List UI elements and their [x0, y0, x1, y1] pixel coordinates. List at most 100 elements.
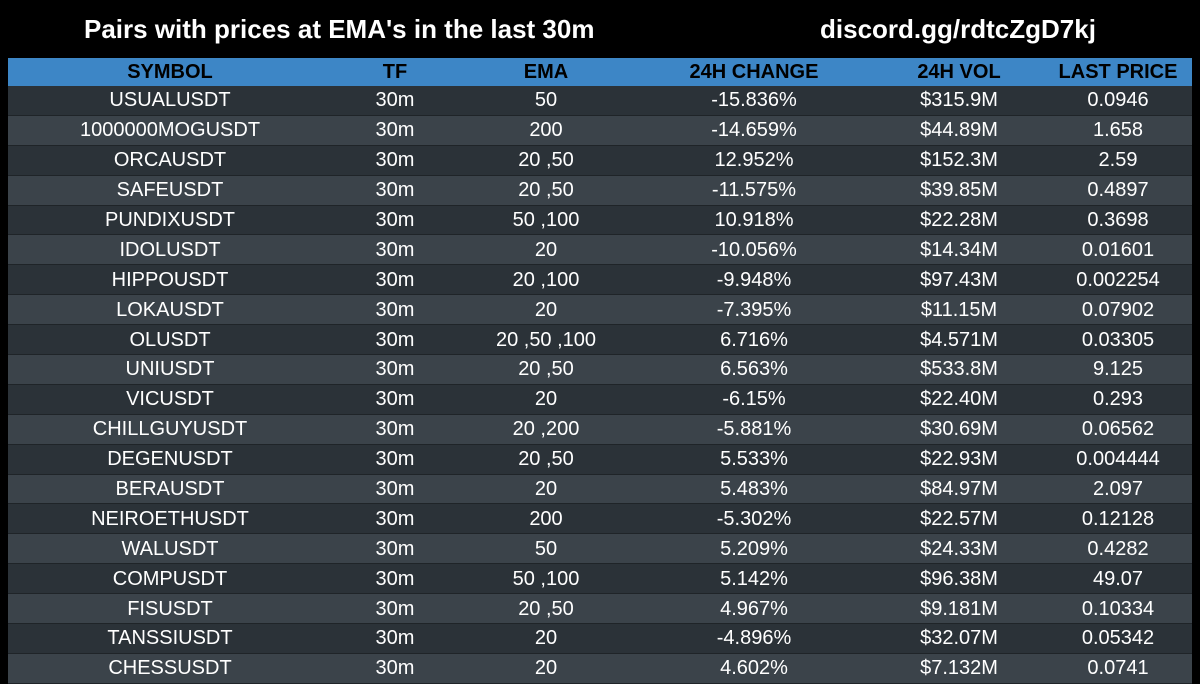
ema-cell: 20 [458, 384, 634, 415]
table-row: PUNDIXUSDT 30m 50 ,100 10.918% $22.28M 0.3698 [8, 205, 1192, 236]
symbol-cell: SAFEUSDT [8, 175, 332, 206]
tf-cell: 30m [332, 264, 458, 296]
ema-cell: 20 ,100 [458, 264, 634, 296]
ema-cell: 20 ,50 [458, 444, 634, 475]
table-row: SAFEUSDT 30m 20 ,50 -11.575% $39.85M 0.4897 [8, 175, 1192, 206]
table-row: USUALUSDT 30m 50 -15.836% $315.9M 0.0946 [8, 86, 1192, 116]
change-cell: -5.881% [634, 414, 874, 445]
column-header-symbol: SYMBOL [127, 61, 213, 83]
volume-cell: $4.571M [874, 324, 1044, 356]
change-cell: 5.142% [634, 563, 874, 595]
table-row: VICUSDT 30m 20 -6.15% $22.40M 0.293 [8, 384, 1192, 415]
volume-cell: $152.3M [874, 145, 1044, 176]
pairs-table-container: SYMBOL TF EMA 24H CHANGE 24H VOL LAST PR… [8, 58, 1192, 684]
price-cell: 0.05342 [1044, 623, 1192, 654]
table-row: NEIROETHUSDT 30m 200 -5.302% $22.57M 0.12128 [8, 503, 1192, 535]
volume-cell: $30.69M [874, 414, 1044, 445]
price-cell: 9.125 [1044, 354, 1192, 385]
volume-cell: $84.97M [874, 474, 1044, 505]
price-cell: 0.01601 [1044, 234, 1192, 266]
ema-cell: 20 ,50 [458, 354, 634, 385]
page-title: Pairs with prices at EMA's in the last 3… [84, 14, 595, 44]
price-cell: 2.097 [1044, 474, 1192, 505]
change-cell: 6.563% [634, 354, 874, 385]
volume-cell: $533.8M [874, 354, 1044, 385]
top-header: Pairs with prices at EMA's in the last 3… [0, 0, 1200, 58]
tf-cell: 30m [332, 533, 458, 565]
tf-cell: 30m [332, 324, 458, 356]
tf-cell: 30m [332, 234, 458, 266]
symbol-cell: DEGENUSDT [8, 444, 332, 475]
change-cell: -7.395% [634, 294, 874, 326]
table-row: 1000000MOGUSDT 30m 200 -14.659% $44.89M 1.658 [8, 115, 1192, 146]
volume-cell: $7.132M [874, 653, 1044, 684]
symbol-cell: LOKAUSDT [8, 294, 332, 326]
column-header-ema: EMA [523, 61, 569, 83]
pairs-table: SYMBOL TF EMA 24H CHANGE 24H VOL LAST PR… [8, 58, 1192, 684]
change-cell: -10.056% [634, 234, 874, 266]
ema-cell: 200 [458, 115, 634, 146]
change-cell: -4.896% [634, 623, 874, 654]
table-row: CHESSUSDT 30m 20 4.602% $7.132M 0.0741 [8, 653, 1192, 684]
table-body: USUALUSDT 30m 50 -15.836% $315.9M 0.0946 10000… [8, 86, 1192, 684]
ema-cell: 20 ,50 [458, 145, 634, 176]
ema-cell: 20 [458, 234, 634, 266]
change-cell: -6.15% [634, 384, 874, 415]
change-cell: -14.659% [634, 115, 874, 146]
ema-cell: 20 ,200 [458, 414, 634, 445]
symbol-cell: WALUSDT [8, 533, 332, 565]
price-cell: 0.07902 [1044, 294, 1192, 326]
table-row: FISUSDT 30m 20 ,50 4.967% $9.181M 0.10334 [8, 593, 1192, 625]
price-cell: 0.0946 [1044, 86, 1192, 116]
ema-cell: 50 [458, 86, 634, 116]
price-cell: 0.03305 [1044, 324, 1192, 356]
change-cell: 10.918% [634, 205, 874, 236]
symbol-cell: HIPPOUSDT [8, 264, 332, 296]
volume-cell: $22.28M [874, 205, 1044, 236]
table-row: UNIUSDT 30m 20 ,50 6.563% $533.8M 9.125 [8, 354, 1192, 385]
change-cell: 5.533% [634, 444, 874, 475]
tf-cell: 30m [332, 563, 458, 595]
tf-cell: 30m [332, 414, 458, 445]
table-header-row: SYMBOL TF EMA 24H CHANGE 24H VOL LAST PR… [8, 58, 1192, 86]
symbol-cell: CHESSUSDT [8, 653, 332, 684]
discord-link[interactable]: discord.gg/rdtcZgD7kj [820, 14, 1096, 44]
table-row: BERAUSDT 30m 20 5.483% $84.97M 2.097 [8, 474, 1192, 505]
change-cell: 5.209% [634, 533, 874, 565]
ema-cell: 20 [458, 653, 634, 684]
change-cell: 12.952% [634, 145, 874, 176]
ema-cell: 20 [458, 474, 634, 505]
change-cell: -15.836% [634, 86, 874, 116]
table-row: HIPPOUSDT 30m 20 ,100 -9.948% $97.43M 0.00225… [8, 264, 1192, 296]
volume-cell: $22.40M [874, 384, 1044, 415]
price-cell: 2.59 [1044, 145, 1192, 176]
volume-cell: $32.07M [874, 623, 1044, 654]
change-cell: -5.302% [634, 503, 874, 535]
volume-cell: $39.85M [874, 175, 1044, 206]
symbol-cell: IDOLUSDT [8, 234, 332, 266]
volume-cell: $9.181M [874, 593, 1044, 625]
ema-cell: 50 ,100 [458, 563, 634, 595]
table-row: IDOLUSDT 30m 20 -10.056% $14.34M 0.01601 [8, 234, 1192, 266]
volume-cell: $22.93M [874, 444, 1044, 475]
ema-cell: 20 ,50 [458, 593, 634, 625]
table-row: CHILLGUYUSDT 30m 20 ,200 -5.881% $30.69M 0.06… [8, 414, 1192, 445]
symbol-cell: COMPUSDT [8, 563, 332, 595]
ema-cell: 20 [458, 623, 634, 654]
tf-cell: 30m [332, 115, 458, 146]
price-cell: 0.004444 [1044, 444, 1192, 475]
ema-cell: 50 ,100 [458, 205, 634, 236]
symbol-cell: ORCAUSDT [8, 145, 332, 176]
column-header-last-price: LAST PRICE [1058, 61, 1178, 83]
price-cell: 0.002254 [1044, 264, 1192, 296]
volume-cell: $44.89M [874, 115, 1044, 146]
change-cell: 6.716% [634, 324, 874, 356]
table-row: OLUSDT 30m 20 ,50 ,100 6.716% $4.571M 0.03305 [8, 324, 1192, 356]
symbol-cell: BERAUSDT [8, 474, 332, 505]
price-cell: 0.10334 [1044, 593, 1192, 625]
table-row: COMPUSDT 30m 50 ,100 5.142% $96.38M 49.07 [8, 563, 1192, 595]
column-header-24h-vol: 24H VOL [917, 61, 1001, 83]
symbol-cell: 1000000MOGUSDT [8, 115, 332, 146]
volume-cell: $97.43M [874, 264, 1044, 296]
tf-cell: 30m [332, 86, 458, 116]
